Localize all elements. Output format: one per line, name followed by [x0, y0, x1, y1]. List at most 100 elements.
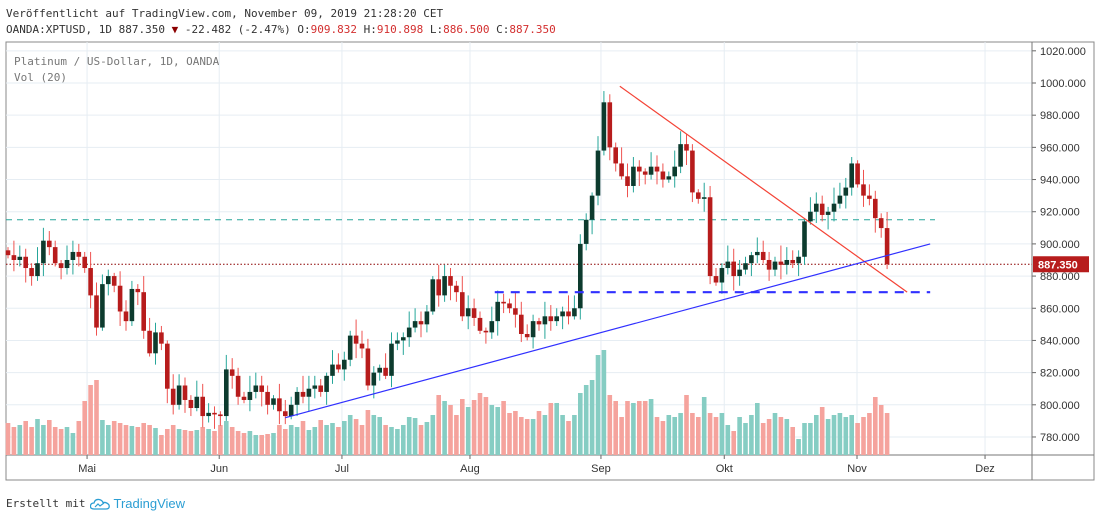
candle-body[interactable] [324, 375, 329, 392]
candle-body[interactable] [743, 263, 748, 270]
candle-body[interactable] [442, 276, 447, 296]
candle-body[interactable] [495, 301, 500, 322]
candle-body[interactable] [247, 391, 253, 400]
candle-body[interactable] [613, 147, 618, 164]
candle-body[interactable] [94, 295, 99, 328]
candle-body[interactable] [690, 150, 695, 193]
candle-body[interactable] [347, 335, 353, 360]
candle-body[interactable] [578, 243, 583, 309]
candle-body[interactable] [336, 364, 341, 370]
candle-body[interactable] [660, 171, 666, 180]
candle-body[interactable] [808, 211, 813, 222]
candle-body[interactable] [648, 166, 654, 175]
candle-body[interactable] [719, 268, 725, 283]
candle-body[interactable] [100, 284, 105, 328]
candle-body[interactable] [194, 396, 200, 409]
candle-body[interactable] [265, 391, 270, 405]
candle-body[interactable] [359, 343, 365, 349]
price-axis[interactable] [1032, 42, 1094, 455]
candle-body[interactable] [241, 396, 247, 400]
candle-body[interactable] [88, 268, 93, 296]
candle-body[interactable] [790, 259, 795, 264]
candle-body[interactable] [855, 163, 860, 185]
candle-body[interactable] [701, 197, 707, 199]
candle-body[interactable] [342, 359, 347, 370]
candle-body[interactable] [572, 308, 577, 317]
candle-body[interactable] [684, 144, 689, 151]
candle-body[interactable] [448, 276, 453, 286]
candle-body[interactable] [831, 203, 837, 212]
candle-body[interactable] [259, 385, 264, 392]
candle-body[interactable] [401, 337, 406, 341]
candle-body[interactable] [129, 288, 135, 322]
candle-body[interactable] [672, 166, 677, 177]
candle-body[interactable] [477, 317, 483, 331]
candle-body[interactable] [507, 303, 512, 309]
candle-body[interactable] [41, 240, 46, 264]
candle-body[interactable] [861, 184, 866, 196]
candle-body[interactable] [501, 301, 506, 304]
candle-body[interactable] [843, 187, 849, 196]
candle-body[interactable] [371, 372, 377, 386]
candle-body[interactable] [153, 332, 158, 354]
candle-body[interactable] [878, 218, 884, 229]
candle-body[interactable] [772, 261, 778, 270]
candle-body[interactable] [749, 255, 754, 264]
candle-body[interactable] [536, 321, 542, 325]
candle-body[interactable] [406, 327, 412, 338]
candle-body[interactable] [589, 195, 595, 220]
candle-body[interactable] [595, 150, 601, 196]
candle-body[interactable] [424, 311, 430, 325]
candle-body[interactable] [465, 308, 471, 317]
candle-body[interactable] [253, 385, 259, 392]
candle-body[interactable] [58, 263, 64, 269]
candle-body[interactable] [76, 251, 82, 257]
candle-body[interactable] [111, 276, 117, 286]
candle-body[interactable] [430, 279, 436, 312]
candle-body[interactable] [713, 276, 719, 283]
volume-legend[interactable]: Vol (20) [14, 71, 67, 84]
candle-body[interactable] [607, 102, 613, 148]
candle-body[interactable] [778, 261, 784, 265]
candle-body[interactable] [696, 192, 701, 199]
candle-body[interactable] [454, 285, 459, 293]
candle-body[interactable] [542, 316, 548, 325]
candle-body[interactable] [383, 367, 388, 376]
candle-body[interactable] [678, 144, 683, 167]
candle-body[interactable] [867, 195, 872, 199]
candle-body[interactable] [294, 391, 300, 405]
candle-body[interactable] [766, 259, 772, 270]
candle-body[interactable] [170, 388, 176, 405]
candle-body[interactable] [188, 399, 194, 409]
candle-body[interactable] [642, 171, 648, 175]
candle-body[interactable] [483, 330, 489, 333]
candle-body[interactable] [625, 176, 630, 186]
candle-body[interactable] [165, 343, 170, 389]
candle-body[interactable] [755, 251, 760, 256]
candle-body[interactable] [330, 364, 335, 376]
candle-body[interactable] [147, 330, 152, 354]
candle-body[interactable] [218, 414, 223, 417]
candle-body[interactable] [182, 385, 188, 400]
candle-body[interactable] [637, 166, 642, 172]
candle-body[interactable] [159, 332, 164, 344]
candle-body[interactable] [725, 261, 731, 269]
candle-body[interactable] [70, 251, 76, 260]
candle-body[interactable] [47, 240, 52, 248]
candle-body[interactable] [460, 292, 465, 317]
series-legend[interactable]: Platinum / US-Dollar, 1D, OANDA [14, 55, 220, 68]
candle-body[interactable] [288, 404, 294, 417]
candle-body[interactable] [52, 247, 58, 264]
candle-body[interactable] [35, 263, 40, 277]
candle-body[interactable] [365, 348, 371, 386]
candle-body[interactable] [837, 195, 843, 204]
time-axis[interactable] [6, 455, 1032, 480]
candle-body[interactable] [884, 228, 890, 265]
candle-body[interactable] [513, 308, 518, 315]
candle-body[interactable] [560, 311, 565, 317]
candle-body[interactable] [548, 316, 554, 322]
candle-body[interactable] [619, 163, 624, 177]
candle-body[interactable] [873, 198, 878, 219]
candle-body[interactable] [306, 388, 312, 397]
candle-body[interactable] [312, 385, 318, 389]
